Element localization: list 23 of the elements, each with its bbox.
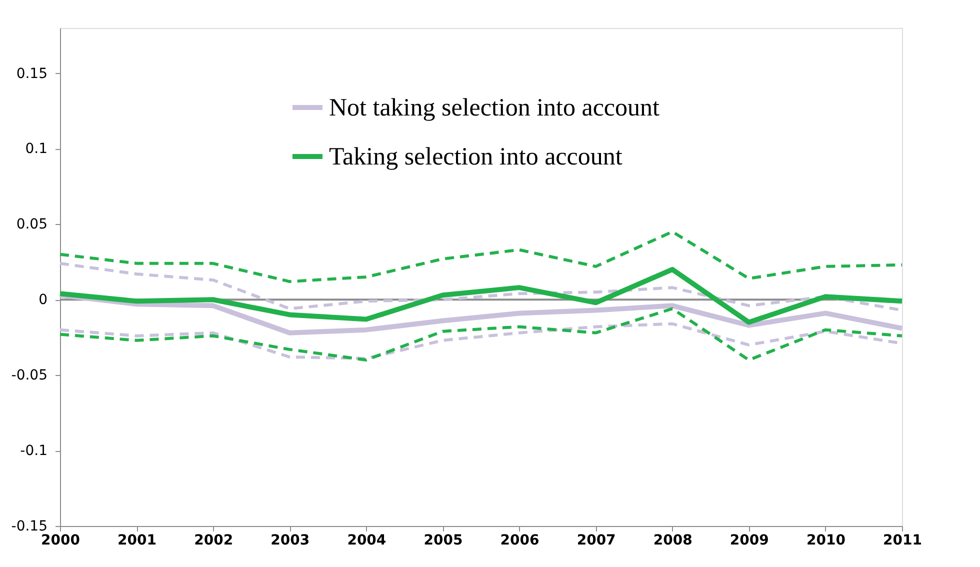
x-tick-label: 2010 bbox=[806, 532, 846, 548]
x-tick-label: 2011 bbox=[883, 532, 922, 548]
x-tick-label: 2003 bbox=[270, 532, 310, 548]
x-tick-label: 2001 bbox=[118, 532, 157, 548]
x-tick-label: 2000 bbox=[41, 532, 80, 548]
line-series bbox=[58, 307, 904, 362]
x-tick-label: 2005 bbox=[424, 532, 463, 548]
x-tick-label: 2008 bbox=[653, 532, 692, 548]
y-tick-label: 0.15 bbox=[16, 66, 48, 82]
x-tick-label: 2006 bbox=[500, 532, 540, 548]
y-tick-label: 0 bbox=[38, 292, 48, 308]
y-tick-label: -0.1 bbox=[20, 443, 48, 460]
y-tick-label: 0.05 bbox=[16, 216, 48, 233]
x-tick-label: 2007 bbox=[576, 532, 616, 548]
x-tick-label: 2002 bbox=[194, 532, 234, 548]
y-tick-label: -0.05 bbox=[11, 368, 48, 384]
x-tick-label: 2004 bbox=[347, 532, 386, 548]
line-series bbox=[58, 230, 904, 284]
legend-label: Taking selection into account bbox=[329, 144, 622, 170]
legend-label: Not taking selection into account bbox=[329, 94, 660, 122]
y-tick-label: -0.15 bbox=[11, 518, 48, 534]
x-tick-label: 2009 bbox=[730, 532, 769, 548]
y-tick-label: 0.1 bbox=[25, 141, 48, 158]
